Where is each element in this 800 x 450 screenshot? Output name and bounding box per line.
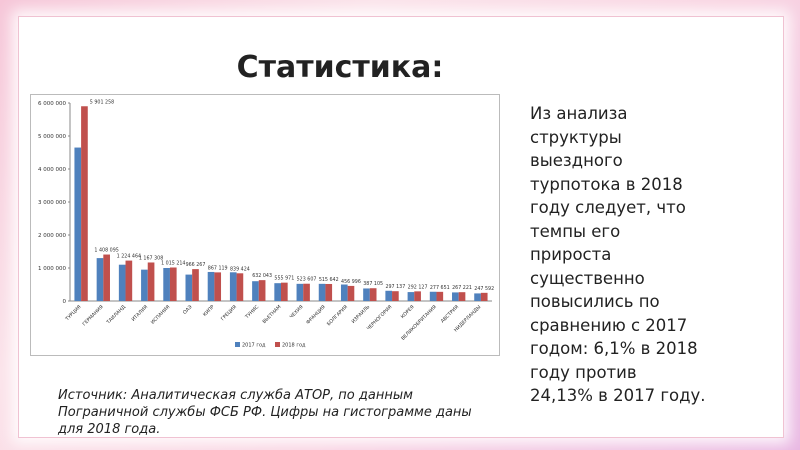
bar bbox=[214, 272, 222, 301]
data-label: 632 043 bbox=[252, 273, 272, 279]
chart-frame bbox=[30, 94, 500, 356]
bar bbox=[163, 268, 170, 301]
legend-swatch bbox=[235, 342, 240, 347]
bar bbox=[141, 269, 148, 301]
bar bbox=[125, 260, 133, 301]
body-line: 24,13% в 2017 году. bbox=[530, 386, 706, 405]
bar bbox=[385, 290, 393, 301]
y-tick-label: 2 000 000 bbox=[38, 233, 66, 239]
body-line: существенно bbox=[530, 268, 645, 288]
bar bbox=[347, 285, 355, 301]
data-label: 523 607 bbox=[297, 277, 317, 283]
body-text: Из анализа структуры выездного турпотока в … bbox=[530, 102, 706, 408]
data-label: 297 137 bbox=[385, 284, 405, 290]
bar bbox=[281, 282, 288, 301]
data-label: 292 127 bbox=[408, 284, 428, 290]
data-label: 1 167 308 bbox=[139, 255, 163, 261]
data-label: 515 642 bbox=[319, 277, 339, 283]
legend-label: 2018 год bbox=[282, 343, 306, 349]
y-tick-label: 5 000 000 bbox=[38, 134, 66, 140]
data-label: 5 901 258 bbox=[90, 99, 114, 105]
data-label: 1 224 464 bbox=[117, 254, 141, 260]
bar bbox=[229, 272, 237, 301]
bar bbox=[480, 292, 488, 301]
bar bbox=[118, 264, 126, 301]
body-line: прироста bbox=[530, 245, 612, 264]
bar bbox=[103, 254, 110, 301]
source-line: Источник: Аналитическая служба АТОР, по … bbox=[58, 388, 413, 403]
bar bbox=[192, 269, 199, 301]
bar bbox=[407, 292, 415, 301]
data-label: 839 424 bbox=[230, 266, 250, 272]
body-line: выездного bbox=[530, 151, 623, 170]
legend-label: 2017 год bbox=[242, 343, 266, 349]
data-label: 1 408 095 bbox=[94, 248, 118, 254]
bar bbox=[169, 267, 177, 301]
data-label: 277 651 bbox=[430, 285, 450, 291]
bar bbox=[252, 281, 259, 301]
bar bbox=[81, 106, 88, 301]
data-label: 247 592 bbox=[474, 286, 494, 292]
bar bbox=[414, 291, 421, 301]
bar bbox=[147, 262, 155, 301]
bar bbox=[392, 291, 399, 301]
bar bbox=[363, 288, 370, 301]
body-line: году следует, что bbox=[530, 198, 686, 217]
source-line: Пограничной службы ФСБ РФ. Цифры на гист… bbox=[58, 405, 472, 420]
y-tick-label: 6 000 000 bbox=[38, 101, 66, 107]
bar bbox=[429, 291, 437, 301]
bar bbox=[236, 273, 244, 301]
bar bbox=[318, 283, 326, 301]
body-line: году против bbox=[530, 362, 637, 382]
data-label: 456 996 bbox=[341, 279, 361, 285]
y-tick-label: 0 bbox=[63, 299, 67, 305]
legend-swatch bbox=[275, 342, 280, 347]
body-line: годом: 6,1% в 2018 bbox=[530, 339, 698, 358]
bar bbox=[340, 284, 348, 301]
data-label: 267 221 bbox=[452, 285, 472, 291]
body-line: турпотока в 2018 bbox=[530, 174, 683, 194]
source-line: для 2018 года. bbox=[58, 422, 161, 437]
source-text: Источник: Аналитическая служба АТОР, по … bbox=[58, 387, 472, 438]
data-label: 867 119 bbox=[208, 265, 228, 271]
bar bbox=[474, 293, 481, 301]
chart: 0 1 000 000 2 000 000 3 000 000 4 000 000 5 0… bbox=[30, 94, 500, 356]
bar bbox=[207, 271, 215, 301]
bar bbox=[458, 292, 466, 301]
body-line: структуры bbox=[530, 127, 622, 147]
data-label: 555 971 bbox=[274, 276, 294, 282]
data-label: 966 267 bbox=[186, 262, 206, 268]
bar bbox=[185, 274, 193, 301]
y-tick-label: 4 000 000 bbox=[38, 167, 66, 173]
bar bbox=[303, 283, 310, 301]
bar bbox=[369, 288, 377, 301]
slide-title: Статистика: bbox=[236, 50, 444, 85]
bar bbox=[436, 291, 444, 301]
body-line: Из анализа bbox=[530, 104, 628, 123]
y-tick-label: 3 000 000 bbox=[38, 200, 66, 206]
body-line: темпы его bbox=[530, 221, 621, 241]
data-label: 387 105 bbox=[363, 281, 383, 287]
bar bbox=[258, 280, 266, 301]
bar bbox=[274, 283, 281, 301]
data-label: 1 015 214 bbox=[161, 260, 185, 266]
bar bbox=[96, 258, 104, 301]
y-tick-label: 1 000 000 bbox=[38, 266, 66, 272]
bar bbox=[296, 283, 304, 301]
body-line: повысились по bbox=[530, 292, 660, 311]
bar bbox=[452, 292, 459, 301]
body-line: сравнению с 2017 bbox=[530, 315, 688, 335]
bar bbox=[325, 283, 333, 301]
bar bbox=[74, 147, 82, 301]
